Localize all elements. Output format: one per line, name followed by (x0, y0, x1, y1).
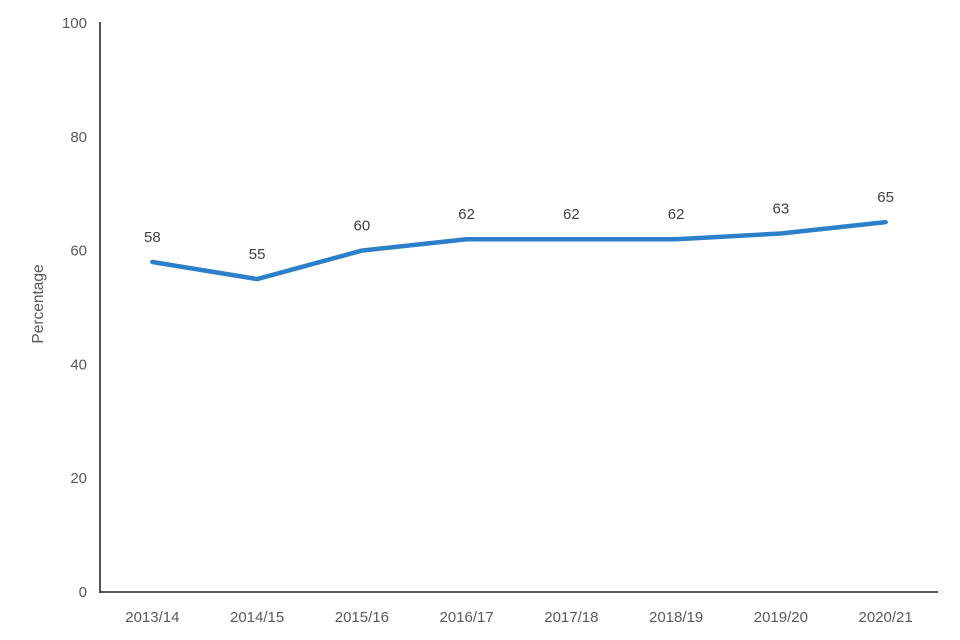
y-tick-label: 80 (70, 129, 87, 146)
data-point-label: 62 (458, 206, 475, 223)
data-point-label: 58 (144, 229, 161, 246)
data-point-label: 55 (249, 246, 266, 263)
data-point-label: 60 (354, 218, 371, 235)
y-tick-label: 0 (79, 584, 87, 601)
x-tick-label: 2017/18 (544, 609, 598, 626)
data-point-label: 63 (773, 201, 790, 218)
x-tick-label: 2014/15 (230, 609, 284, 626)
x-tick-label: 2015/16 (335, 609, 389, 626)
y-axis-title: Percentage (30, 264, 47, 343)
data-point-label: 65 (877, 189, 894, 206)
y-tick-label: 40 (70, 356, 87, 373)
data-point-label: 62 (563, 206, 580, 223)
x-tick-label: 2016/17 (440, 609, 494, 626)
y-tick-label: 20 (70, 470, 87, 487)
data-point-label: 62 (668, 206, 685, 223)
y-tick-label: 60 (70, 243, 87, 260)
x-tick-label: 2019/20 (754, 609, 808, 626)
x-tick-label: 2013/14 (125, 609, 179, 626)
y-tick-label: 100 (62, 15, 87, 32)
x-tick-label: 2020/21 (859, 609, 913, 626)
data-series-line (150, 219, 888, 282)
x-tick-label: 2018/19 (649, 609, 703, 626)
